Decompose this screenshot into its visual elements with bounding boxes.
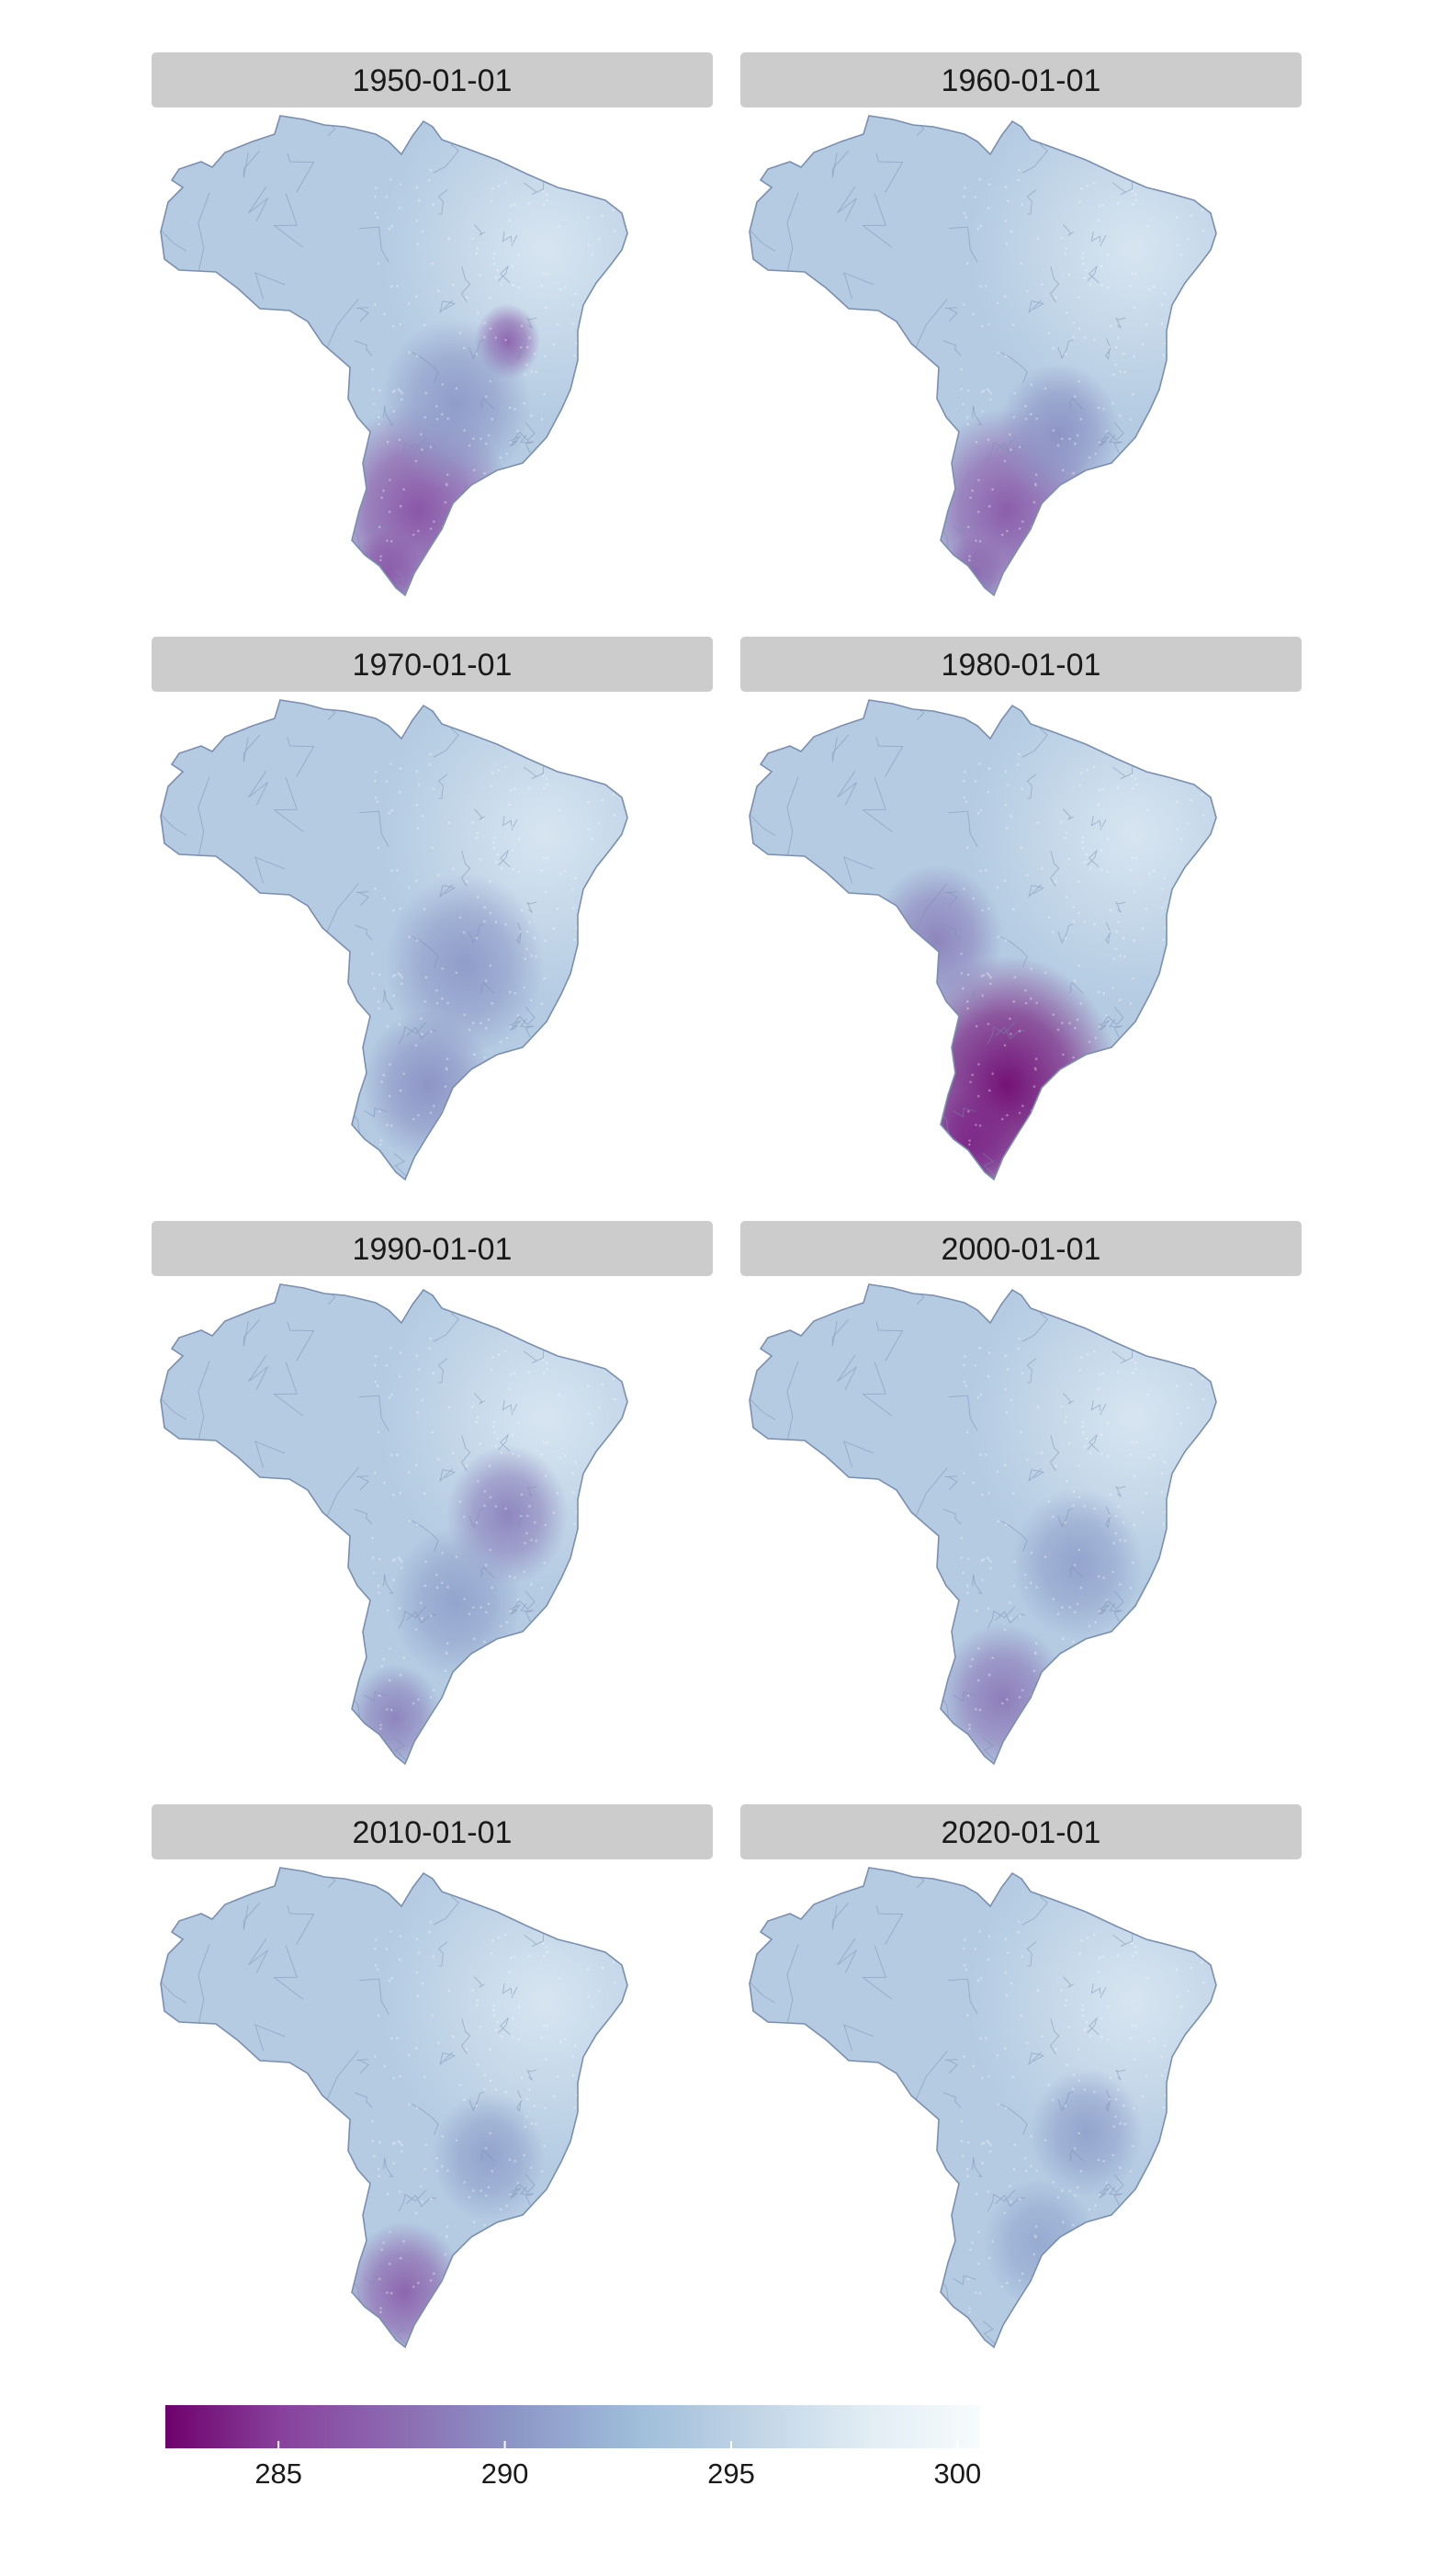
panel-date-label: 2010-01-01 <box>353 1815 513 1850</box>
country-outline <box>749 1283 1217 1766</box>
country-outline <box>749 1867 1217 2349</box>
brazil-map <box>749 699 1217 1181</box>
panel-date-label: 1960-01-01 <box>942 63 1101 98</box>
legend-tick-label: 295 <box>707 2457 755 2490</box>
cool-temperature-region <box>380 318 531 491</box>
cool-temperature-region <box>343 2221 466 2347</box>
brazil-map <box>160 1283 628 1766</box>
map-panel: 1950-01-01 <box>152 52 713 597</box>
brazil-map <box>749 1283 1217 1766</box>
legend-tick-label: 300 <box>933 2457 981 2490</box>
panel-date-label: 2020-01-01 <box>942 1815 1101 1850</box>
map-panel: 2000-01-01 <box>740 1221 1302 1766</box>
map-panel: 1990-01-01 <box>152 1221 713 1766</box>
panel-strip <box>740 1221 1302 1276</box>
brazil-map <box>749 115 1217 597</box>
color-legend: 285 290 295 300 <box>165 2405 981 2490</box>
legend-colorbar <box>165 2405 980 2448</box>
panel-date-label: 1980-01-01 <box>942 648 1101 683</box>
cool-temperature-region <box>1031 2067 1144 2198</box>
panel-strip <box>740 52 1302 107</box>
map-panel: 1970-01-01 <box>152 637 713 1181</box>
legend-ticks: 285 290 295 300 <box>254 2441 981 2490</box>
panel-strip <box>152 1221 713 1276</box>
country-outline <box>160 115 628 597</box>
brazil-map <box>160 1867 628 2349</box>
panel-strip <box>740 637 1302 692</box>
panel-strip <box>152 637 713 692</box>
country-outline <box>749 115 1217 597</box>
panel-strip <box>152 52 713 107</box>
legend-tick-label: 290 <box>481 2457 529 2490</box>
panel-date-label: 1950-01-01 <box>353 63 513 98</box>
panel-strip <box>152 1804 713 1859</box>
panel-date-label: 1990-01-01 <box>353 1232 513 1267</box>
brazil-map <box>160 115 628 597</box>
cool-temperature-region <box>432 2091 546 2221</box>
panel-date-label: 2000-01-01 <box>942 1232 1101 1267</box>
brazil-map <box>749 1867 1217 2349</box>
panel-strip <box>740 1804 1302 1859</box>
map-panel: 1980-01-01 <box>740 637 1302 1181</box>
map-panel: 2010-01-01 <box>152 1804 713 2349</box>
cool-temperature-region <box>998 363 1120 504</box>
cool-temperature-region <box>937 1623 1068 1764</box>
brazil-map <box>160 699 628 1181</box>
cool-temperature-region <box>389 1526 522 1678</box>
panel-date-label: 1970-01-01 <box>353 648 513 683</box>
country-outline <box>160 699 628 1181</box>
country-outline <box>749 699 1217 1181</box>
map-panels: 1950-01-01 1960-01-01 1970-01-01 1980-01-01… <box>152 52 1302 2349</box>
country-outline <box>160 1283 628 1766</box>
legend-gradient-bar <box>165 2405 980 2448</box>
cool-temperature-region <box>871 864 1003 1016</box>
cool-temperature-region <box>1011 1487 1144 1639</box>
country-outline <box>160 1867 628 2349</box>
legend-tick-label: 285 <box>254 2457 302 2490</box>
map-panel: 1960-01-01 <box>740 52 1302 597</box>
cool-temperature-region <box>895 955 1120 1180</box>
map-panel: 2020-01-01 <box>740 1804 1302 2349</box>
